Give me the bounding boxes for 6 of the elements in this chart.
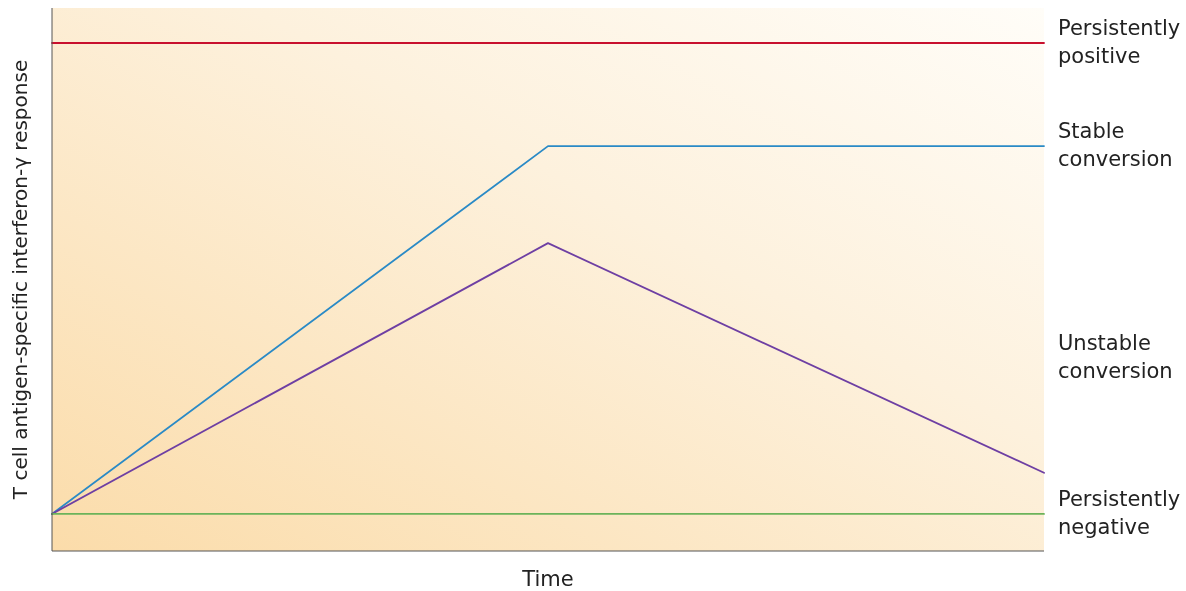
series-label: Persistently negative: [1058, 486, 1181, 539]
y-axis-title: T cell antigen-specific interferon-γ response: [8, 59, 32, 501]
series-label: Persistently positive: [1058, 16, 1181, 68]
text: Unstable conversion: [1058, 330, 1173, 383]
x-axis-title: Time: [521, 567, 574, 591]
series-label: Stable conversion: [1058, 119, 1173, 172]
